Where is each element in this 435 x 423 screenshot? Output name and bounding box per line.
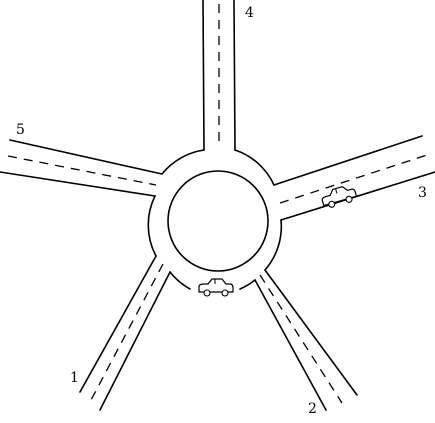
road-3 xyxy=(273,135,435,221)
road-1 xyxy=(79,255,171,411)
roundabout-outer-edge xyxy=(147,149,283,290)
road-label-5: 5 xyxy=(16,122,25,138)
road-5 xyxy=(0,139,163,197)
road-label-1: 1 xyxy=(70,370,79,386)
car-on-road-3 xyxy=(321,186,358,208)
road-4 xyxy=(202,0,236,151)
road-label-4: 4 xyxy=(245,5,254,21)
road-2 xyxy=(254,269,358,411)
car-in-roundabout xyxy=(198,278,234,297)
road-label-3: 3 xyxy=(418,185,427,201)
central-island xyxy=(167,170,269,272)
road-label-2: 2 xyxy=(308,401,317,417)
